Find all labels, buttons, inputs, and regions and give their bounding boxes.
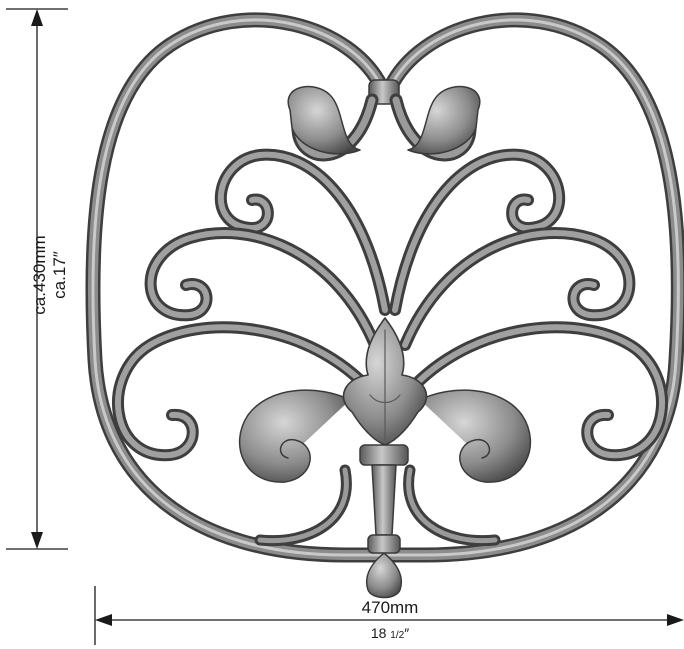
width-dimension <box>94 586 684 645</box>
left-scroll-arms <box>112 148 391 547</box>
arrow-right-icon <box>667 614 684 626</box>
lower-acanthus-scrolls <box>238 389 532 483</box>
lower-collar <box>367 534 401 554</box>
center-stem <box>371 464 397 536</box>
width-inch-fraction: 1/2 <box>390 630 405 641</box>
height-mm-label: ca.430mm <box>30 235 49 315</box>
center-collar <box>359 444 409 466</box>
arrow-up-icon <box>31 9 43 26</box>
wrought-iron-panel-icon <box>85 12 684 599</box>
width-inch-label: 18 1/2″ <box>330 625 450 641</box>
arrow-left-icon <box>95 614 112 626</box>
arrow-down-icon <box>31 532 43 549</box>
right-scroll-arms <box>389 148 668 547</box>
height-dimension <box>6 8 68 550</box>
finial <box>366 552 402 599</box>
width-inch-whole: 18 <box>370 625 387 641</box>
width-inch-mark: ″ <box>404 625 410 641</box>
acanthus-leaf-icon <box>287 85 481 155</box>
height-inch-label: ca.17″ <box>50 251 69 299</box>
width-mm-label: 470mm <box>361 598 419 617</box>
